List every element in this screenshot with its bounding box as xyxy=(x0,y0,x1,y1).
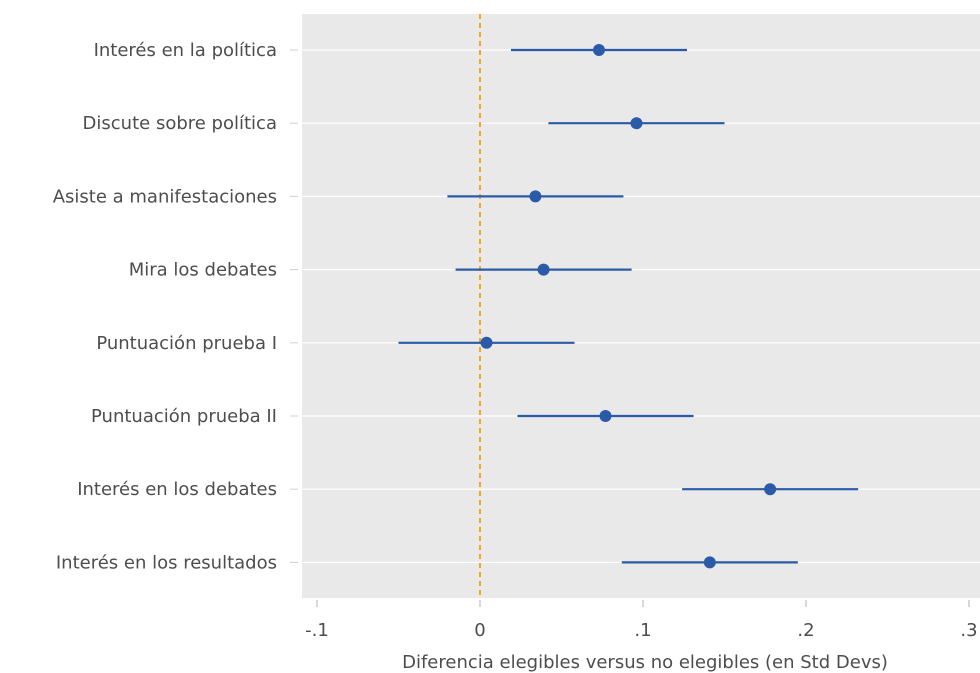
x-axis-ticks: -.1 0 .1 .2 .3 xyxy=(305,600,978,641)
point-estimate xyxy=(599,410,612,422)
point-estimate xyxy=(630,117,643,130)
x-tick-label: .2 xyxy=(797,620,814,641)
x-axis-title: Diferencia elegibles versus no elegibles… xyxy=(402,652,888,673)
category-label: Interés en los resultados xyxy=(56,552,277,573)
category-label: Puntuación prueba I xyxy=(96,333,277,354)
x-tick-label: .1 xyxy=(634,620,651,641)
point-estimate xyxy=(764,483,777,496)
point-estimate xyxy=(703,556,716,569)
point-estimates xyxy=(480,44,777,569)
point-estimate xyxy=(537,263,550,276)
x-tick-label: 0 xyxy=(474,620,485,641)
category-label: Interés en los debates xyxy=(77,479,277,500)
category-label: Puntuación prueba II xyxy=(91,406,277,427)
plot-panel xyxy=(302,14,980,598)
category-label: Interés en la política xyxy=(94,40,277,61)
category-label: Asiste a manifestaciones xyxy=(53,186,277,207)
category-labels: Interés en la política Discute sobre polí… xyxy=(53,40,277,573)
category-label: Mira los debates xyxy=(129,260,277,281)
category-label: Discute sobre política xyxy=(83,113,277,134)
x-tick-label: .3 xyxy=(960,620,977,641)
point-estimate xyxy=(529,190,542,203)
x-tick-label: -.1 xyxy=(305,620,329,641)
point-estimate xyxy=(480,336,493,349)
grid-lines xyxy=(290,49,980,564)
point-estimate xyxy=(592,44,605,56)
